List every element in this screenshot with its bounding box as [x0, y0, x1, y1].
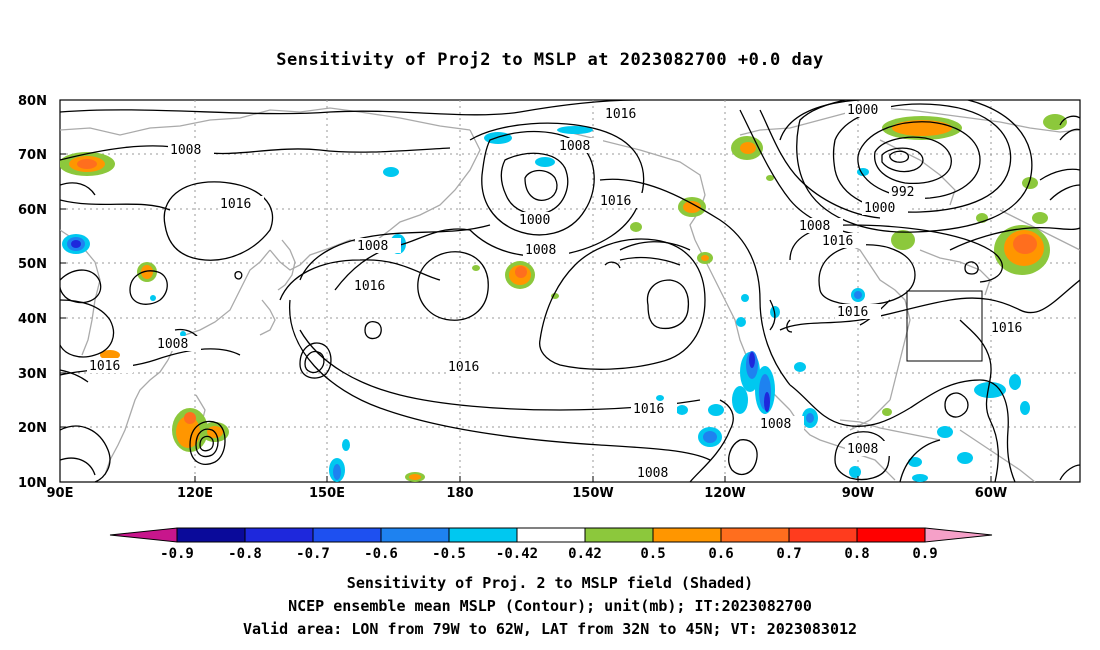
colorbar-label: 0.5 — [640, 546, 665, 562]
colorbar-label: -0.9 — [160, 546, 194, 562]
lon-label: 90E — [47, 486, 74, 501]
contour-label: 1008 — [170, 143, 201, 158]
colorbar-swatch — [788, 527, 858, 543]
colorbar-swatch — [448, 527, 518, 543]
colorbar-label: 0.8 — [844, 546, 869, 562]
lat-label: 50N — [18, 257, 47, 272]
colorbar-label: 0.42 — [568, 546, 602, 562]
contour-labels: 1016 1008 1000 992 1000 1008 1016 1016 1… — [87, 102, 1035, 481]
contour-label: 1008 — [637, 466, 668, 481]
colorbar-swatch — [312, 527, 382, 543]
lat-label: 70N — [18, 148, 47, 163]
longitude-labels: 90E 120E 150E 180 150W 120W 90W 60W — [47, 486, 1008, 501]
colorbar-swatch — [652, 527, 722, 543]
contour-label: 1016 — [822, 234, 853, 249]
contour-label: 1008 — [760, 417, 791, 432]
colorbar-label: -0.5 — [432, 546, 466, 562]
colorbar-swatch — [720, 527, 790, 543]
contour-label: 1008 — [357, 239, 388, 254]
contour-label: 992 — [891, 185, 914, 200]
contour-label: 1008 — [157, 337, 188, 352]
contour-label: 1016 — [89, 359, 120, 374]
colorbar-swatch — [244, 527, 314, 543]
colorbar-label: -0.42 — [496, 546, 538, 562]
colorbar-swatch — [584, 527, 654, 543]
axis-ticks — [60, 99, 992, 482]
footer-line-shaded: Sensitivity of Proj. 2 to MSLP field (Sh… — [346, 574, 754, 592]
plot-title: Sensitivity of Proj2 to MSLP at 20230827… — [276, 50, 824, 70]
footer-line-valid-area: Valid area: LON from 79W to 62W, LAT fro… — [242, 620, 858, 638]
colorbar-swatch — [176, 527, 246, 543]
lon-label: 150W — [572, 486, 613, 501]
colorbar-label: 0.7 — [776, 546, 801, 562]
colorbar-swatch — [380, 527, 450, 543]
sensitivity-shading — [60, 114, 1067, 482]
valid-area-box — [906, 290, 983, 362]
contour-label: 1016 — [220, 197, 251, 212]
contour-label: 1000 — [847, 103, 878, 118]
contour-label: 1016 — [448, 360, 479, 375]
lon-label: 60W — [975, 486, 1007, 501]
lon-label: 120W — [704, 486, 745, 501]
lat-label: 40N — [18, 312, 47, 327]
lon-label: 180 — [446, 486, 473, 501]
latitude-labels: 80N 70N 60N 50N 40N 30N 20N 10N — [18, 94, 47, 491]
lon-label: 150E — [309, 486, 345, 501]
contour-label: 1008 — [847, 442, 878, 457]
colorbar-label: -0.7 — [296, 546, 330, 562]
contour-label: 1016 — [600, 194, 631, 209]
footer-line-contour: NCEP ensemble mean MSLP (Contour); unit(… — [288, 597, 812, 615]
colorbar-label: 0.6 — [708, 546, 733, 562]
lat-label: 60N — [18, 203, 47, 218]
contour-label: 1008 — [799, 219, 830, 234]
lat-label: 20N — [18, 421, 47, 436]
contour-label: 1016 — [354, 279, 385, 294]
lon-label: 90W — [842, 486, 874, 501]
contour-label: 1016 — [991, 321, 1022, 336]
mslp-contours — [60, 100, 1080, 482]
colorbar — [109, 527, 993, 543]
colorbar-swatch — [516, 527, 586, 543]
contour-label: 1000 — [519, 213, 550, 228]
colorbar-labels: -0.9 -0.8 -0.7 -0.6 -0.5 -0.42 0.42 0.5 … — [160, 546, 938, 562]
lat-label: 10N — [18, 476, 47, 491]
contour-label: 1016 — [633, 402, 664, 417]
lat-label: 30N — [18, 367, 47, 382]
colorbar-swatch — [856, 527, 926, 543]
colorbar-high-extension — [924, 527, 993, 543]
lon-label: 120E — [177, 486, 213, 501]
colorbar-label: 0.9 — [912, 546, 937, 562]
lat-label: 80N — [18, 94, 47, 109]
contour-label: 1000 — [864, 201, 895, 216]
contour-label: 1008 — [525, 243, 556, 258]
colorbar-label: -0.6 — [364, 546, 398, 562]
contour-label: 1008 — [559, 139, 590, 154]
contour-label: 1016 — [837, 305, 868, 320]
colorbar-low-extension — [109, 527, 178, 543]
contour-label: 1016 — [605, 107, 636, 122]
colorbar-label: -0.8 — [228, 546, 262, 562]
